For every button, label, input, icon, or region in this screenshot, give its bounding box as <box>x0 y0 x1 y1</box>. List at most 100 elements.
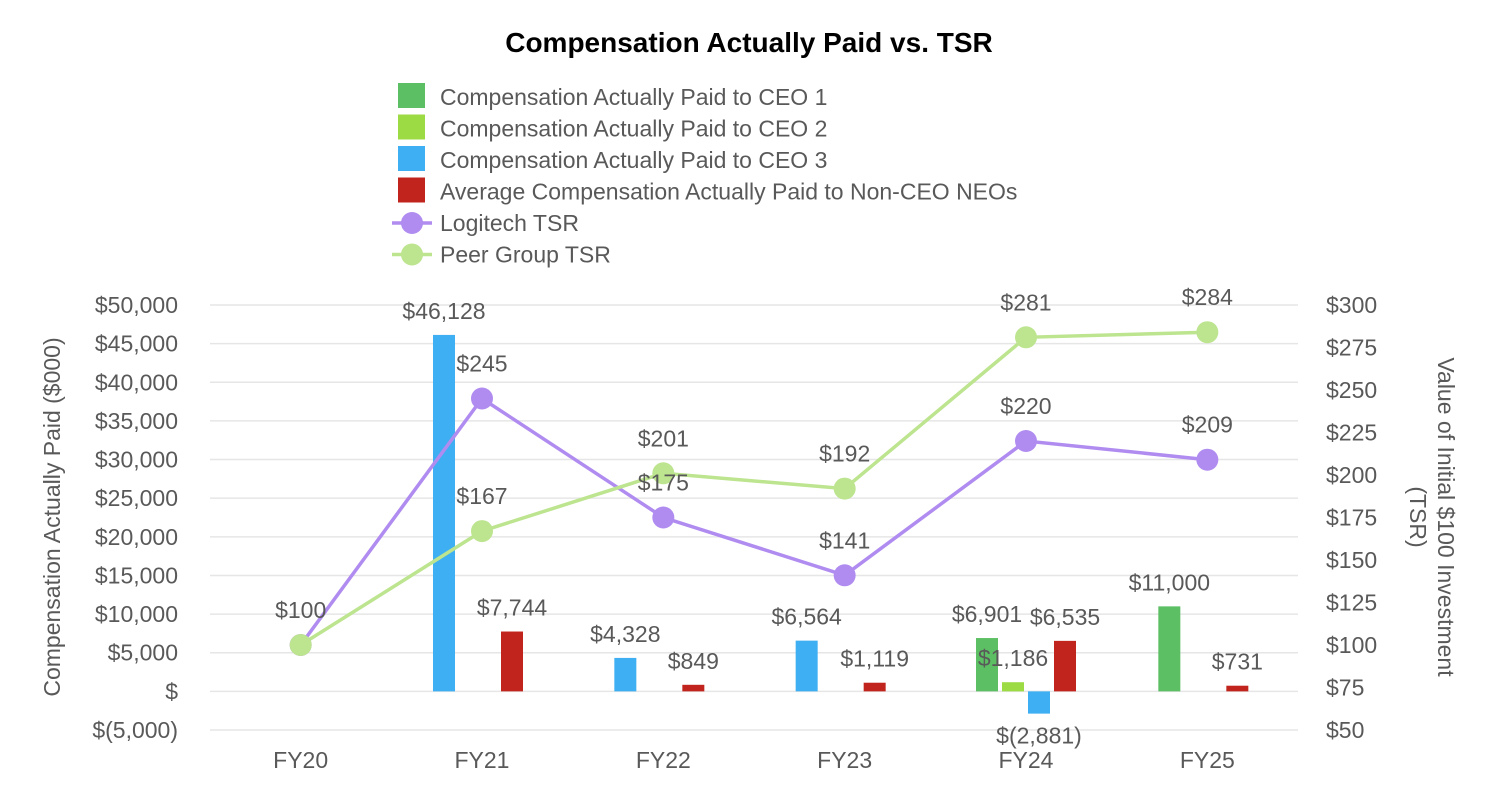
x-axis-ticks: FY20 FY21 FY22 FY23 FY24 FY25 <box>273 747 1235 773</box>
bar-data-label: $1,119 <box>840 646 909 672</box>
data-labels: $46,128 $7,744 $4,328 $849 $6,564 $1,119 $6,90… <box>275 284 1263 748</box>
y-tick-label: $15,000 <box>95 562 178 588</box>
bar-data-label: $6,564 <box>771 604 842 630</box>
bar-compensation-actually-paid-to-ceo-1 <box>976 638 998 692</box>
y-tick-label: $25,000 <box>95 485 178 511</box>
line-logitech-tsr <box>299 396 1208 647</box>
y2-tick-label: $50 <box>1326 717 1364 743</box>
y2-tick-label: $150 <box>1326 547 1377 573</box>
point-logitech-tsr <box>652 506 675 529</box>
y2-tick-label: $100 <box>1326 632 1377 658</box>
line-data-label: $220 <box>1000 393 1051 419</box>
x-tick-label: FY24 <box>999 747 1054 773</box>
legend-swatch-compensation-actually-paid-to-ceo-1 <box>398 83 425 108</box>
legend-marker-peer-group-tsr <box>401 243 423 266</box>
bar-data-label: $6,535 <box>1030 604 1100 630</box>
bar-compensation-actually-paid-to-ceo-2 <box>1002 682 1024 692</box>
line-data-label: $245 <box>456 351 507 377</box>
line-data-label: $284 <box>1182 284 1233 310</box>
point-logitech-tsr <box>1196 448 1219 471</box>
legend-label: Logitech TSR <box>440 210 579 236</box>
point-peer-group-tsr <box>471 520 493 543</box>
y2-tick-label: $300 <box>1326 292 1377 318</box>
bar-data-label: $1,186 <box>978 645 1048 671</box>
point-peer-group-tsr <box>1196 321 1219 344</box>
legend-swatch-average-compensation-actually-paid-to-non-ceo-neos <box>398 177 425 203</box>
legend-label: Compensation Actually Paid to CEO 3 <box>440 147 827 173</box>
bar-compensation-actually-paid-to-ceo-3 <box>433 334 455 692</box>
legend-swatch-compensation-actually-paid-to-ceo-3 <box>398 146 425 171</box>
y2-tick-label: $125 <box>1326 590 1377 616</box>
point-peer-group-tsr <box>652 462 675 485</box>
bar-series <box>433 334 1249 714</box>
bar-compensation-actually-paid-to-ceo-3 <box>1028 691 1050 714</box>
y-axis-label: Compensation Actually Paid ($000) <box>39 337 65 696</box>
y-tick-label: $45,000 <box>95 331 178 357</box>
bar-compensation-actually-paid-to-ceo-1 <box>1158 606 1181 692</box>
x-tick-label: FY23 <box>817 747 872 773</box>
chart-title: Compensation Actually Paid vs. TSR <box>505 27 993 58</box>
y2-tick-label: $225 <box>1326 420 1377 446</box>
bar-data-label: $11,000 <box>1129 569 1210 595</box>
grid-lines <box>210 304 1298 731</box>
y-tick-label: $35,000 <box>95 408 178 434</box>
y-tick-label: $30,000 <box>95 447 178 473</box>
bar-average-compensation-actually-paid-to-non-ceo-neos <box>1226 685 1249 692</box>
y2-axis-label-line2: (TSR) <box>1405 486 1431 547</box>
bar-average-compensation-actually-paid-to-non-ceo-neos <box>863 682 886 692</box>
legend-label: Peer Group TSR <box>440 242 611 268</box>
legend-label: Compensation Actually Paid to CEO 2 <box>440 116 827 142</box>
point-logitech-tsr <box>1015 430 1037 452</box>
y2-tick-label: $75 <box>1326 675 1364 701</box>
y-tick-label: $10,000 <box>95 601 178 627</box>
legend-label: Average Compensation Actually Paid to No… <box>440 179 1017 205</box>
line-data-label: $100 <box>275 597 326 623</box>
bar-compensation-actually-paid-to-ceo-3 <box>614 657 637 692</box>
bar-data-label: $849 <box>668 648 719 674</box>
y-tick-label: $20,000 <box>95 524 178 550</box>
y2-axis-label-line1: Value of Initial $100 Investment <box>1433 357 1459 677</box>
y2-tick-label: $200 <box>1326 462 1377 488</box>
point-peer-group-tsr <box>1015 326 1037 349</box>
point-logitech-tsr <box>833 564 856 587</box>
line-data-label: $167 <box>456 483 507 509</box>
bar-data-label: $731 <box>1212 649 1263 675</box>
x-tick-label: FY21 <box>455 747 510 773</box>
y-tick-label: $5,000 <box>108 640 178 666</box>
x-tick-label: FY20 <box>273 747 328 773</box>
x-tick-label: FY25 <box>1180 747 1235 773</box>
y-tick-label: $50,000 <box>95 292 178 318</box>
legend-marker-logitech-tsr <box>401 212 423 234</box>
line-data-label: $141 <box>819 527 870 553</box>
bar-data-label: $4,328 <box>590 621 660 647</box>
line-data-label: $201 <box>638 425 689 451</box>
line-series <box>289 321 1219 656</box>
bar-average-compensation-actually-paid-to-non-ceo-neos <box>501 631 523 692</box>
point-peer-group-tsr <box>289 634 312 656</box>
bar-data-label: $7,744 <box>477 595 548 621</box>
legend: Compensation Actually Paid to CEO 1 Compe… <box>392 83 1017 268</box>
line-data-label: $281 <box>1000 289 1051 315</box>
line-peer-group-tsr <box>299 330 1208 647</box>
bar-compensation-actually-paid-to-ceo-3 <box>795 640 818 692</box>
bar-average-compensation-actually-paid-to-non-ceo-neos <box>1054 640 1076 692</box>
point-logitech-tsr <box>471 387 493 410</box>
y2-tick-label: $175 <box>1326 505 1377 531</box>
point-peer-group-tsr <box>833 477 856 500</box>
legend-label: Compensation Actually Paid to CEO 1 <box>440 84 827 110</box>
y-axis-ticks: $(5,000) $ $5,000 $10,000 $15,000 $20,000 $25,… <box>92 292 178 743</box>
line-data-label: $175 <box>638 470 689 496</box>
y2-axis-ticks: $50 $75 $100 $125 $150 $175 $200 $225 $250 $275 $3… <box>1326 292 1377 743</box>
y-tick-label: $ <box>165 678 178 704</box>
bar-data-label: $46,128 <box>402 298 485 324</box>
y2-tick-label: $275 <box>1326 335 1377 361</box>
y-tick-label: $40,000 <box>95 369 178 395</box>
x-tick-label: FY22 <box>636 747 691 773</box>
bar-average-compensation-actually-paid-to-non-ceo-neos <box>682 684 705 692</box>
legend-swatch-compensation-actually-paid-to-ceo-2 <box>398 114 425 140</box>
y-tick-label: $(5,000) <box>92 717 178 743</box>
line-data-label: $192 <box>819 441 870 467</box>
line-data-label: $209 <box>1182 412 1233 438</box>
bar-data-label: $6,901 <box>952 601 1022 627</box>
